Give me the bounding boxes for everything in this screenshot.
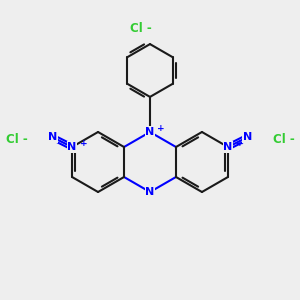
Text: +: + — [80, 139, 88, 148]
Text: N: N — [146, 127, 154, 137]
Text: N: N — [223, 142, 232, 152]
Text: Cl -: Cl - — [130, 22, 152, 35]
Text: N: N — [48, 132, 57, 142]
Text: +: + — [236, 139, 244, 148]
Text: Cl -: Cl - — [273, 133, 294, 146]
Text: N: N — [68, 142, 77, 152]
Text: N: N — [146, 187, 154, 197]
Text: Cl -: Cl - — [6, 133, 27, 146]
Text: N: N — [243, 132, 252, 142]
Text: +: + — [158, 124, 165, 133]
